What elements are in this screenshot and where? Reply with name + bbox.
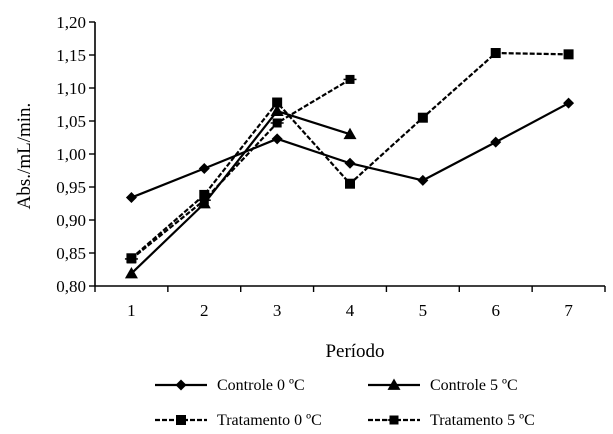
square-marker-shape — [417, 112, 428, 123]
data-point — [345, 178, 355, 189]
data-point — [270, 118, 284, 128]
triangle-marker-shape — [124, 266, 138, 279]
y-tick-label: 0,85 — [56, 244, 86, 263]
data-point — [343, 127, 357, 140]
legend-label: Controle 5 ºC — [430, 377, 518, 394]
data-point — [198, 163, 210, 175]
data-point — [271, 133, 283, 145]
y-tick-label: 1,20 — [56, 13, 86, 32]
y-tick-label: 0,90 — [56, 211, 86, 230]
data-point — [563, 97, 575, 109]
x-tick-label: 5 — [419, 301, 428, 320]
x-axis-title: Período — [325, 341, 384, 362]
square-marker-shape — [490, 48, 501, 59]
square-marker-shape — [345, 178, 355, 189]
legend-label: Tratamento 5 ºC — [430, 412, 535, 429]
diamond-marker-shape — [563, 97, 575, 109]
data-point — [490, 136, 502, 148]
triangle-marker-shape — [387, 378, 401, 390]
data-point — [343, 74, 357, 84]
x-tick-label: 1 — [127, 301, 136, 320]
legend-marker — [387, 378, 401, 390]
series-line — [130, 109, 351, 275]
x-tick-label: 7 — [564, 301, 573, 320]
series-line — [130, 78, 351, 260]
legend: Controle 0 ºC Controle 5 ºC Tratamento 0 º… — [155, 377, 535, 429]
diamond-marker-shape — [490, 136, 502, 148]
data-point — [417, 174, 429, 186]
legend-marker — [175, 379, 187, 391]
data-point — [270, 104, 284, 116]
series-2 — [124, 104, 357, 279]
diamond-marker-shape — [271, 133, 283, 145]
square-marker-shape — [176, 415, 186, 425]
y-tick-label: 1,05 — [56, 112, 86, 131]
axes: 0,80 0,85 0,90 0,95 1,00 1,05 1,10 1,15 1,20 1 2 3 4… — [56, 13, 606, 320]
series-4 — [124, 74, 357, 264]
square-marker-shape — [199, 189, 210, 200]
data-point — [344, 157, 356, 169]
legend-item-4: Tratamento 5 ºC — [368, 412, 535, 429]
data-point — [125, 192, 137, 204]
triangle-marker-shape — [343, 127, 357, 140]
diamond-marker-shape — [417, 174, 429, 186]
data-point — [199, 189, 210, 200]
legend-label: Controle 0 ºC — [217, 377, 305, 394]
data-point — [563, 49, 574, 60]
y-tick-label: 1,00 — [56, 145, 86, 164]
y-tick-label: 0,95 — [56, 178, 86, 197]
legend-marker — [387, 415, 401, 425]
legend-item-2: Controle 5 ºC — [368, 377, 518, 394]
data-point — [272, 97, 283, 108]
y-tick-label: 1,15 — [56, 46, 86, 65]
diamond-marker-shape — [344, 157, 356, 169]
legend-label: Tratamento 0 ºC — [217, 412, 322, 429]
data-point — [124, 254, 138, 264]
diamond-marker-shape — [198, 163, 210, 175]
diamond-marker-shape — [175, 379, 187, 391]
square-marker-shape — [563, 49, 574, 60]
data-point — [124, 266, 138, 279]
data-point — [417, 112, 428, 123]
legend-item-3: Tratamento 0 ºC — [155, 412, 322, 429]
x-tick-label: 3 — [273, 301, 282, 320]
y-axis-title: Abs./mL/min. — [14, 103, 35, 210]
data-point — [197, 195, 211, 205]
x-tick-label: 6 — [491, 301, 500, 320]
series-layer — [124, 48, 575, 279]
square-marker-shape — [272, 97, 283, 108]
data-point — [490, 48, 501, 59]
diamond-marker-shape — [125, 192, 137, 204]
y-tick-label: 1,10 — [56, 79, 86, 98]
legend-marker — [176, 415, 186, 425]
series-1 — [125, 97, 575, 204]
y-tick-label: 0,80 — [56, 277, 86, 296]
x-tick-label: 2 — [200, 301, 209, 320]
legend-item-1: Controle 0 ºC — [155, 377, 305, 394]
triangle-marker-shape — [270, 104, 284, 116]
x-tick-label: 4 — [346, 301, 355, 320]
